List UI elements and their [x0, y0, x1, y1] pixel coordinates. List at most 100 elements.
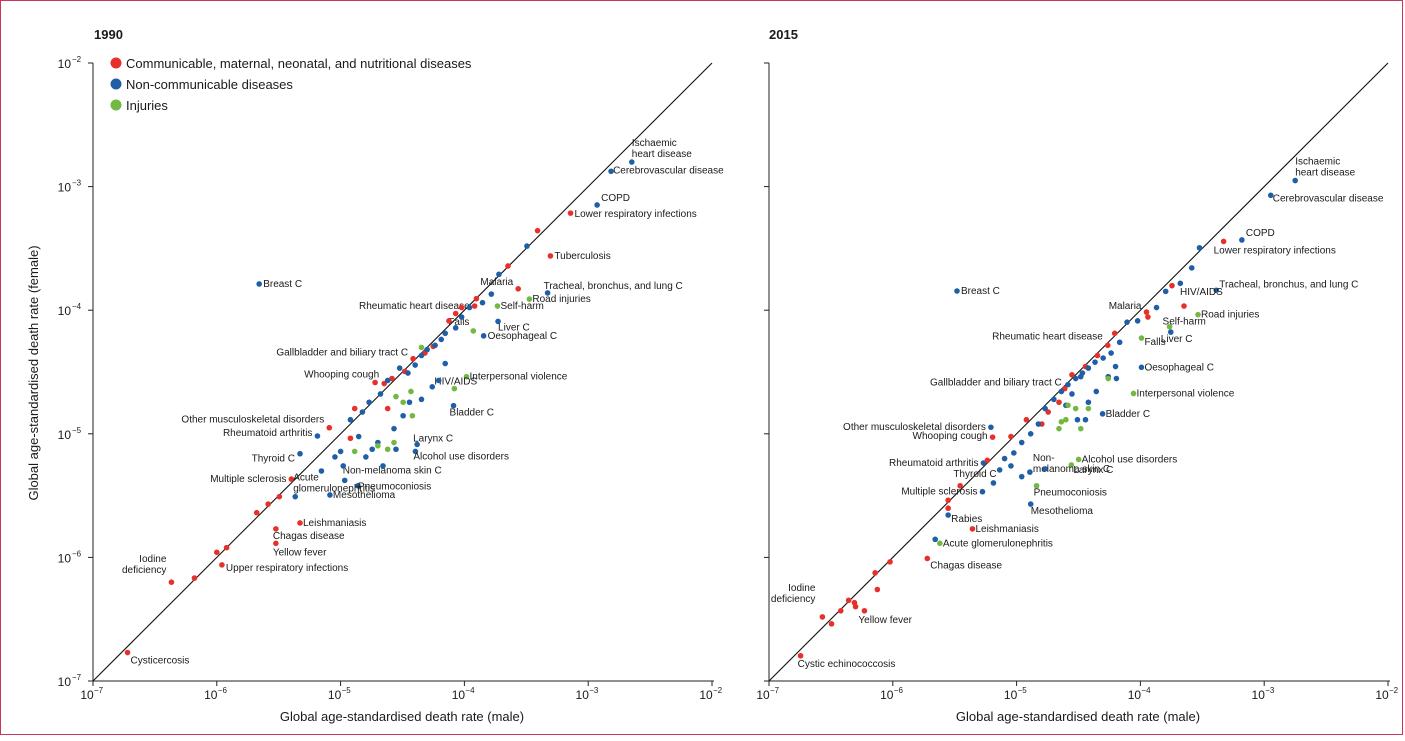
x-tick-exponent: −5 — [342, 686, 352, 695]
point-label: Acute glomerulonephritis — [943, 538, 1053, 549]
point-communicable — [452, 310, 459, 317]
point-noncommunicable — [1051, 396, 1057, 403]
x-tick-exponent: −3 — [1265, 686, 1275, 695]
point-label: Leishmaniasis — [975, 524, 1038, 535]
point-noncommunicable — [359, 409, 366, 415]
point-noncommunicable — [366, 399, 372, 406]
point-label: Whooping cough — [913, 431, 988, 442]
point-label: Tuberculosis — [554, 251, 610, 262]
point-noncommunicable — [1072, 375, 1079, 382]
point-noncommunicable — [1027, 431, 1034, 437]
point-communicable — [253, 509, 260, 516]
point-injury — [1072, 405, 1079, 412]
y-tick-label: 10 — [58, 304, 72, 318]
point-injury — [1085, 405, 1092, 412]
point-injury — [1063, 416, 1069, 423]
point-noncommunicable — [1058, 388, 1065, 395]
point-communicable — [1023, 416, 1030, 423]
y-tick-label: 10 — [58, 428, 72, 442]
point-noncommunicable — [363, 454, 369, 460]
point-communicable — [1181, 303, 1187, 309]
point-noncommunicable — [369, 446, 376, 453]
point-label: Self-harm — [1163, 317, 1206, 328]
point-noncommunicable — [1042, 405, 1048, 412]
point-noncommunicable — [1018, 439, 1025, 446]
point-noncommunicable — [380, 463, 386, 469]
x-tick-exponent: −4 — [465, 686, 475, 695]
point-noncommunicable — [396, 365, 403, 371]
point-noncommunicable — [1153, 304, 1160, 311]
x-tick-exponent: −7 — [770, 686, 780, 695]
point-label: Rheumatic heart disease — [359, 301, 470, 312]
point-label: Self-harm — [500, 301, 543, 312]
y-axis-title: Global age-standardised death rate (fema… — [26, 245, 41, 500]
point-communicable — [1111, 330, 1118, 337]
point-noncommunicable — [1196, 244, 1203, 251]
point-noncommunicable — [1093, 388, 1100, 395]
point-label: Breast C — [263, 279, 302, 290]
y-tick-exponent: −5 — [72, 426, 82, 435]
point-communicable — [372, 379, 378, 386]
point-communicable — [326, 424, 333, 431]
point-noncommunicable — [1018, 473, 1025, 480]
point-noncommunicable — [1085, 365, 1092, 371]
point-injury — [463, 373, 470, 380]
point-noncommunicable — [424, 346, 430, 353]
point-label: Interpersonal violence — [1137, 388, 1235, 399]
point-communicable — [1056, 399, 1062, 406]
point-communicable — [945, 505, 951, 512]
point-noncommunicable — [341, 477, 348, 484]
point-noncommunicable — [442, 360, 449, 367]
legend-swatch-communicable — [110, 57, 122, 69]
point-noncommunicable — [1162, 288, 1169, 295]
point-label: Other musculoskeletal disorders — [181, 415, 324, 426]
x-tick-label: 10 — [1252, 688, 1266, 702]
point-label: Rheumatic heart disease — [992, 331, 1103, 342]
point-injury — [375, 442, 381, 449]
y-tick-exponent: −4 — [72, 302, 82, 311]
point-communicable — [828, 621, 835, 627]
panel-title-1990: 1990 — [94, 27, 123, 42]
point-communicable — [297, 520, 303, 526]
point-noncommunicable — [435, 377, 442, 384]
point-noncommunicable — [297, 450, 303, 457]
legend-swatch-injuries — [110, 99, 122, 111]
point-communicable — [1143, 309, 1150, 315]
point-injury — [351, 448, 358, 455]
point-label: Other musculoskeletal disorders — [843, 422, 986, 433]
point-communicable — [534, 227, 541, 234]
point-noncommunicable — [466, 304, 473, 311]
point-noncommunicable — [1213, 287, 1220, 294]
point-label: Chagas disease — [273, 531, 345, 542]
point-communicable — [288, 476, 295, 482]
point-noncommunicable — [1138, 364, 1145, 371]
point-noncommunicable — [479, 299, 486, 306]
point-noncommunicable — [256, 281, 262, 287]
point-label: Gallbladder and biliary tract C — [930, 378, 1062, 389]
x-tick-label: 10 — [328, 688, 342, 702]
point-noncommunicable — [355, 482, 361, 489]
point-label: Cysticercosis — [131, 656, 190, 667]
point-communicable — [945, 497, 951, 504]
point-label: Falls — [448, 317, 469, 328]
point-noncommunicable — [337, 448, 344, 455]
point-injury — [409, 412, 416, 419]
point-communicable — [347, 435, 354, 442]
x-tick-label: 10 — [699, 688, 713, 702]
point-communicable — [819, 614, 826, 620]
point-communicable — [191, 575, 198, 581]
point-injury — [1130, 390, 1137, 397]
point-noncommunicable — [438, 336, 445, 343]
x-tick-label: 10 — [756, 688, 770, 702]
point-label: Lower respiratory infections — [1214, 245, 1336, 256]
point-noncommunicable — [1113, 375, 1120, 382]
point-noncommunicable — [1001, 455, 1008, 462]
point-noncommunicable — [1035, 421, 1042, 427]
x-tick-exponent: −2 — [1389, 686, 1399, 695]
point-injury — [384, 446, 391, 453]
point-label: Ischaemic heart disease — [1295, 157, 1355, 179]
point-noncommunicable — [1124, 319, 1130, 325]
point-label: Falls — [1144, 337, 1165, 348]
